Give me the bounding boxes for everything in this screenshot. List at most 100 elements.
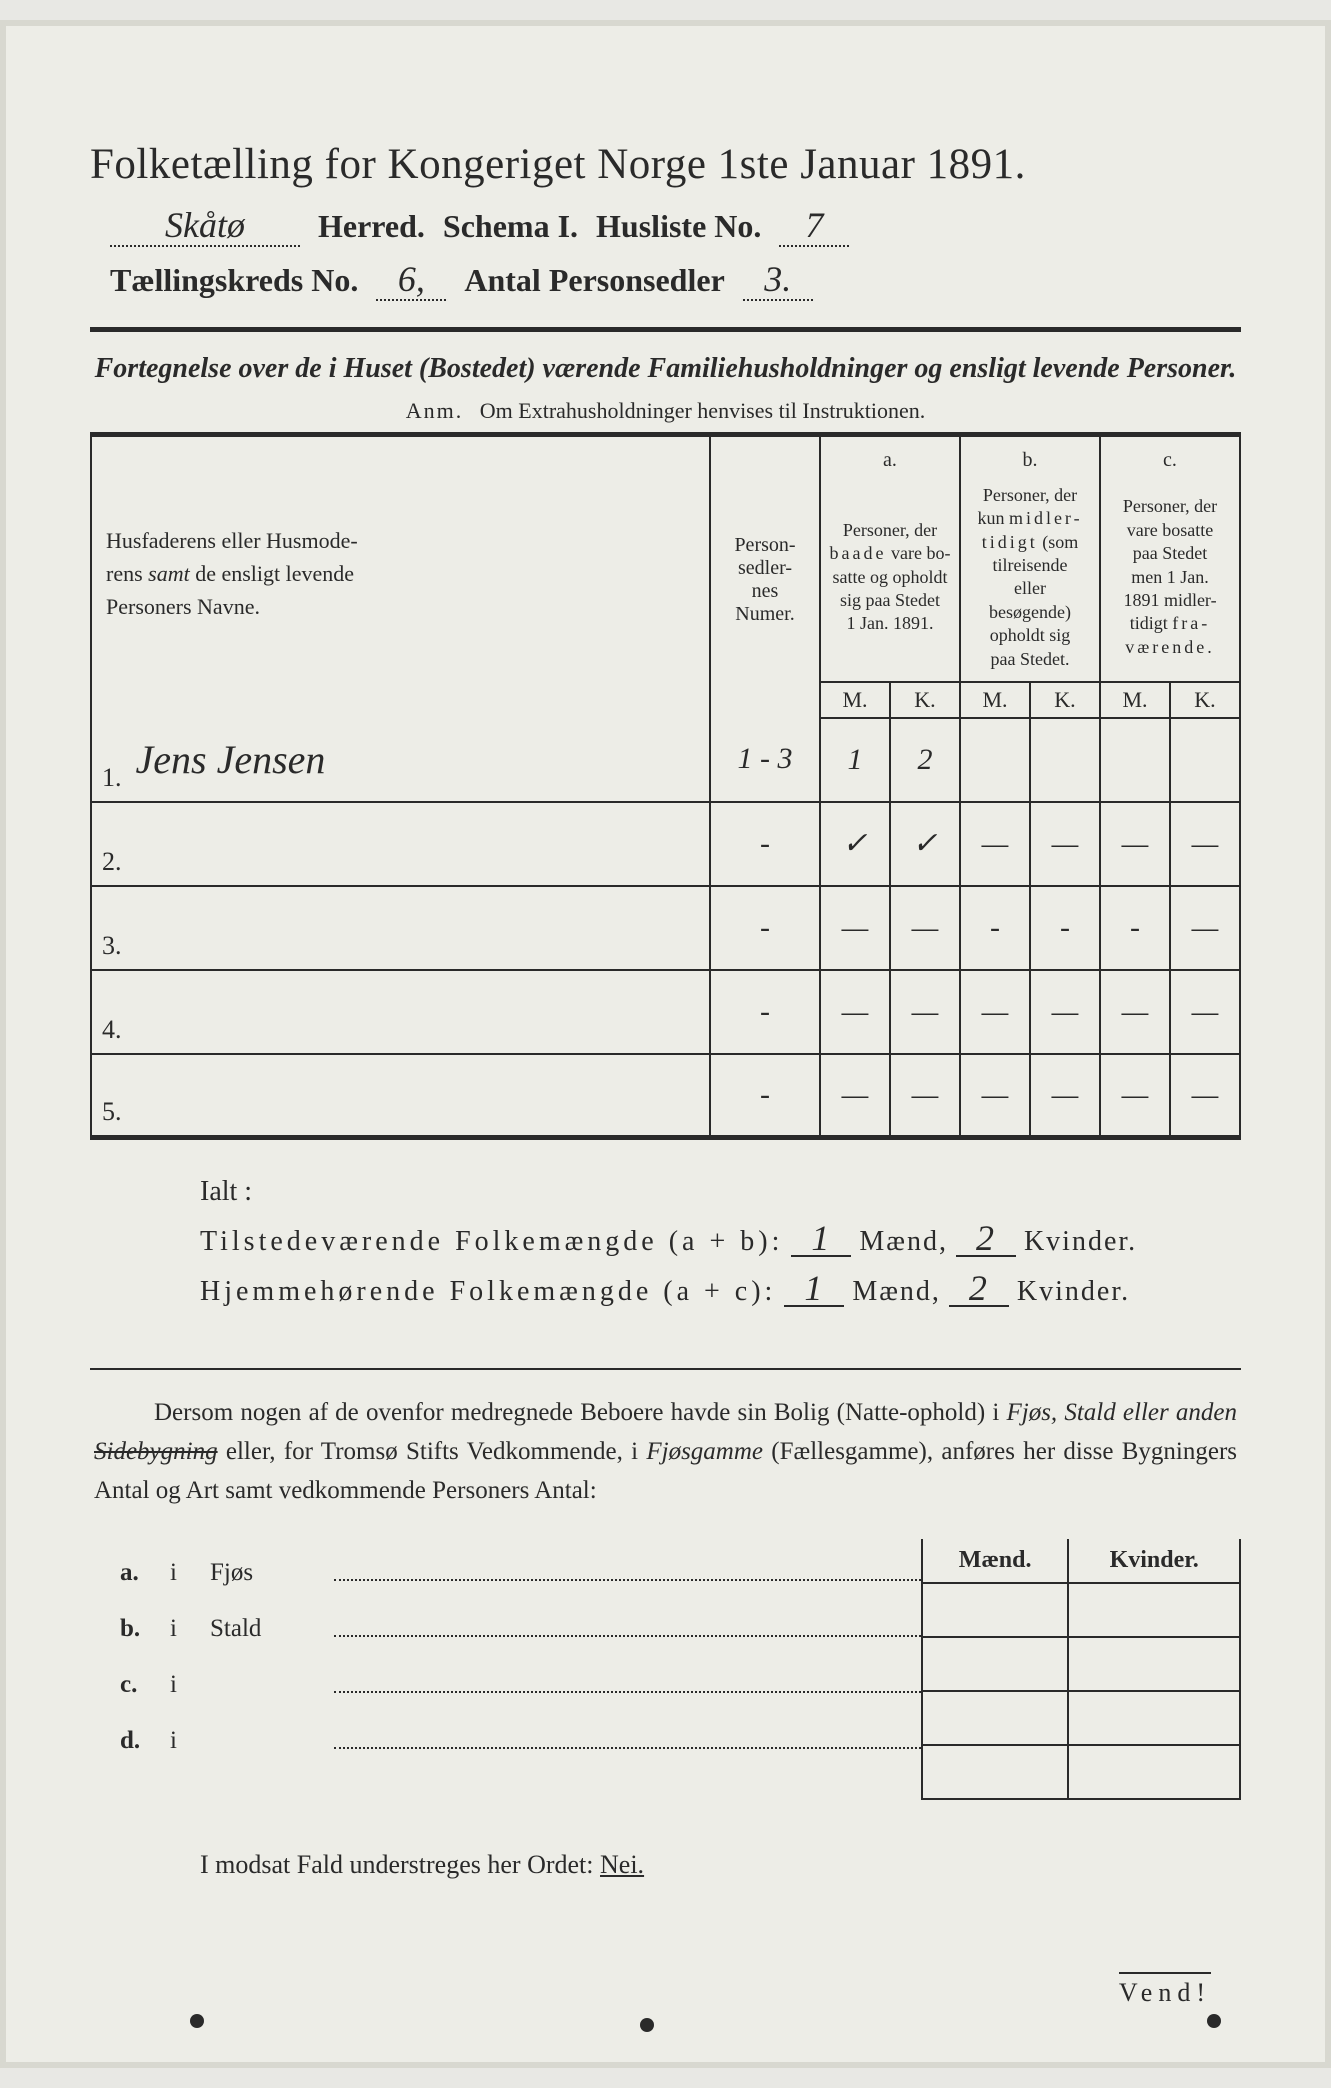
cell-c-m: — bbox=[1100, 970, 1170, 1054]
outbuilding-table: Mænd. Kvinder. bbox=[921, 1539, 1241, 1800]
row-number: 5. bbox=[91, 1054, 130, 1138]
head-a-k: K. bbox=[890, 682, 960, 718]
bt-cell bbox=[922, 1691, 1068, 1745]
cell-c-k: — bbox=[1170, 802, 1240, 886]
cell-b-m: — bbox=[960, 970, 1030, 1054]
totals-section: Ialt : Tilstedeværende Folkemængde (a + … bbox=[90, 1176, 1241, 1308]
dotted-line bbox=[334, 1747, 921, 1749]
present-label: Tilstedeværende Folkemængde (a + b): bbox=[200, 1226, 783, 1258]
totals-present: Tilstedeværende Folkemængde (a + b): 1 M… bbox=[200, 1222, 1241, 1258]
cell-a-m: — bbox=[820, 970, 890, 1054]
outbuilding-note: Dersom nogen af de ovenfor medregnede Be… bbox=[90, 1394, 1241, 1510]
divider-top bbox=[90, 327, 1241, 332]
ink-dot bbox=[640, 2018, 654, 2032]
cell-c-m: — bbox=[1100, 1054, 1170, 1138]
nei-word: Nei. bbox=[600, 1850, 644, 1879]
resident-label: Hjemmehørende Folkemængde (a + c): bbox=[200, 1276, 776, 1308]
bt-cell bbox=[1068, 1691, 1240, 1745]
resident-men: 1 bbox=[784, 1272, 844, 1306]
cell-b-k bbox=[1030, 718, 1100, 802]
person-seddel-num: ‑ bbox=[710, 886, 820, 970]
bt-head-men: Mænd. bbox=[922, 1539, 1068, 1583]
turn-page-indicator: Vend! bbox=[1119, 1972, 1211, 2008]
antal-value: 3. bbox=[743, 261, 813, 301]
bt-cell bbox=[922, 1745, 1068, 1799]
person-name bbox=[130, 886, 711, 970]
building-name: Fjøs bbox=[210, 1559, 330, 1587]
col-head-b-text: Personer, derkun midler-tidigt (somtilre… bbox=[960, 478, 1100, 682]
head-b-m: M. bbox=[960, 682, 1030, 718]
modsat-line: I modsat Fald understreges her Ordet: Ne… bbox=[90, 1850, 1241, 1880]
resident-women: 2 bbox=[949, 1272, 1009, 1306]
cell-b-k: — bbox=[1030, 802, 1100, 886]
row-letter: c. bbox=[120, 1671, 170, 1699]
bt-cell bbox=[1068, 1637, 1240, 1691]
cell-b-m: ‑ bbox=[960, 886, 1030, 970]
col-head-b-label: b. bbox=[960, 434, 1100, 478]
row-i: i bbox=[170, 1615, 210, 1643]
cell-c-m bbox=[1100, 718, 1170, 802]
building-name: Stald bbox=[210, 1615, 330, 1643]
outbuilding-row: c.i bbox=[120, 1651, 921, 1707]
cell-b-m: — bbox=[960, 1054, 1030, 1138]
schema-label: Schema I. bbox=[443, 208, 578, 245]
cell-a-k: — bbox=[890, 886, 960, 970]
outbuilding-row: d.i bbox=[120, 1707, 921, 1763]
present-men: 1 bbox=[791, 1222, 851, 1256]
subtitle-text: Fortegnelse over de i Huset (Bostedet) v… bbox=[95, 353, 1237, 384]
herred-label: Herred. bbox=[318, 208, 425, 245]
anm-label: Anm. bbox=[406, 398, 464, 423]
row-i: i bbox=[170, 1671, 210, 1699]
person-name bbox=[130, 1054, 711, 1138]
ink-dot bbox=[1207, 2014, 1221, 2028]
col-head-name: Husfaderens eller Husmode-rens samt de e… bbox=[91, 434, 710, 718]
subtitle: Fortegnelse over de i Huset (Bostedet) v… bbox=[90, 350, 1241, 388]
totals-resident: Hjemmehørende Folkemængde (a + c): 1 Mæn… bbox=[200, 1272, 1241, 1308]
divider-mid bbox=[90, 1368, 1241, 1370]
cell-b-k: — bbox=[1030, 1054, 1100, 1138]
outbuilding-counts: Mænd. Kvinder. bbox=[921, 1539, 1241, 1800]
cell-c-k: — bbox=[1170, 970, 1240, 1054]
row-letter: d. bbox=[120, 1727, 170, 1755]
cell-a-k: — bbox=[890, 970, 960, 1054]
person-seddel-num: 1 - 3 bbox=[710, 718, 820, 802]
person-seddel-num: ‑ bbox=[710, 970, 820, 1054]
person-name: Jens Jensen bbox=[130, 718, 711, 802]
women-label-2: Kvinder. bbox=[1017, 1276, 1130, 1308]
table-row: 3.‑——‑‑‑— bbox=[91, 886, 1240, 970]
col-head-a-text: Personer, derbaade vare bo-satte og opho… bbox=[820, 478, 960, 682]
men-label-1: Mænd, bbox=[859, 1226, 948, 1258]
kreds-label: Tællingskreds No. bbox=[110, 262, 358, 299]
husliste-label: Husliste No. bbox=[596, 208, 761, 245]
antal-label: Antal Personsedler bbox=[464, 262, 724, 299]
table-row: 5.‑—————— bbox=[91, 1054, 1240, 1138]
form-title: Folketælling for Kongeriget Norge 1ste J… bbox=[90, 140, 1241, 189]
present-women: 2 bbox=[956, 1222, 1016, 1256]
ink-dot bbox=[190, 2014, 204, 2028]
head-b-k: K. bbox=[1030, 682, 1100, 718]
person-name bbox=[130, 802, 711, 886]
cell-b-m bbox=[960, 718, 1030, 802]
cell-b-k: ‑ bbox=[1030, 886, 1100, 970]
col-head-c-text: Personer, dervare bosattepaa Stedetmen 1… bbox=[1100, 478, 1240, 682]
table-row: 1.Jens Jensen1 - 312 bbox=[91, 718, 1240, 802]
cell-c-k bbox=[1170, 718, 1240, 802]
table-row: 2.‑✓✓———— bbox=[91, 802, 1240, 886]
header-row-herred: Skåtø Herred. Schema I. Husliste No. 7 bbox=[90, 207, 1241, 247]
cell-b-m: — bbox=[960, 802, 1030, 886]
kreds-value: 6, bbox=[376, 261, 446, 301]
outbuilding-row: a.iFjøs bbox=[120, 1539, 921, 1595]
col-head-number: Person-sedler-nesNumer. bbox=[710, 434, 820, 718]
person-name bbox=[130, 970, 711, 1054]
cell-a-k: 2 bbox=[890, 718, 960, 802]
col-head-a-label: a. bbox=[820, 434, 960, 478]
cell-a-m: ✓ bbox=[820, 802, 890, 886]
head-c-m: M. bbox=[1100, 682, 1170, 718]
person-seddel-num: ‑ bbox=[710, 1054, 820, 1138]
header-row-kreds: Tællingskreds No. 6, Antal Personsedler … bbox=[90, 261, 1241, 301]
cell-a-m: — bbox=[820, 1054, 890, 1138]
anm-line: Anm. Om Extrahusholdninger henvises til … bbox=[90, 398, 1241, 424]
row-letter: b. bbox=[120, 1615, 170, 1643]
row-number: 2. bbox=[91, 802, 130, 886]
dotted-line bbox=[334, 1579, 921, 1581]
